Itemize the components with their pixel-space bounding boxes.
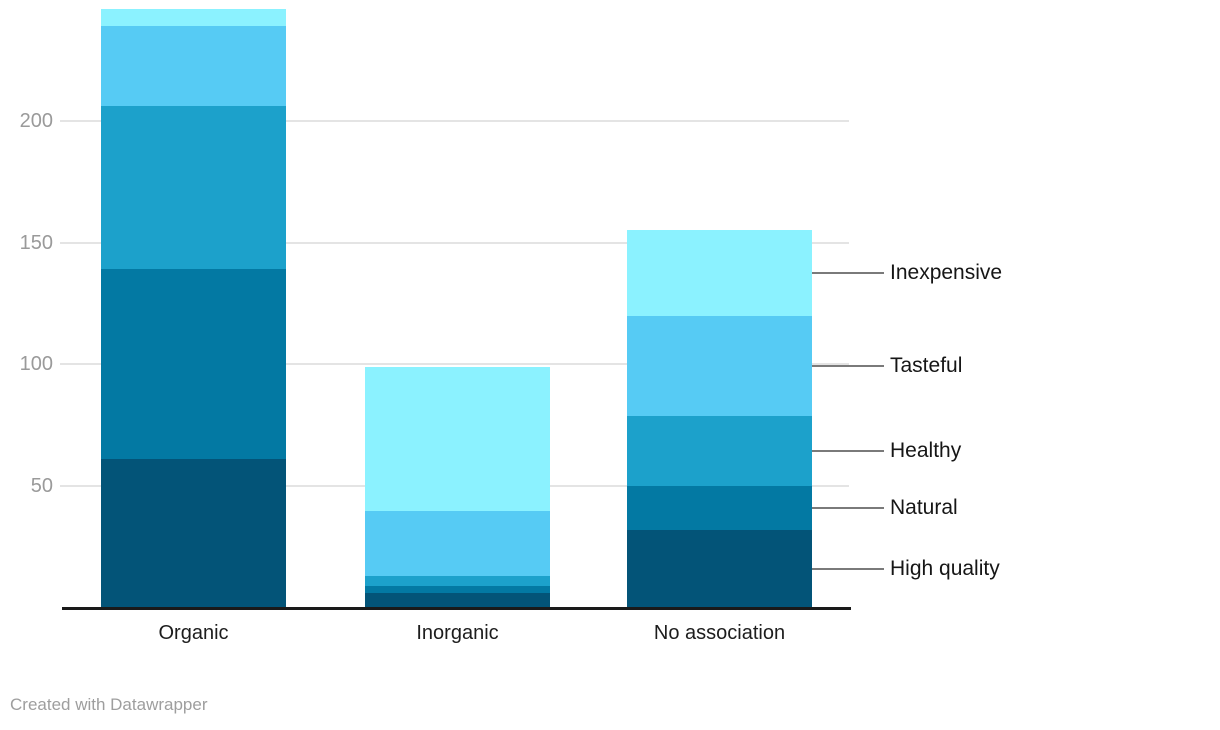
leader-line-high-quality [812,568,884,571]
series-label-natural: Natural [890,496,958,520]
y-axis-tick-label-150: 150 [19,231,53,254]
series-label-tasteful: Tasteful [890,353,963,377]
bar-inorganic [365,366,550,608]
bar-segment-no-association-high-quality[interactable] [627,530,812,608]
series-label-inexpensive: Inexpensive [890,261,1003,285]
bar-segment-no-association-healthy[interactable] [627,415,812,487]
gridline-200 [60,119,849,122]
bar-segment-inorganic-healthy[interactable] [365,576,550,587]
bar-segment-organic-natural[interactable] [101,269,286,460]
bar-segment-organic-high-quality[interactable] [101,459,286,608]
bar-segment-no-association-tasteful[interactable] [627,315,812,416]
bar-segment-inorganic-inexpensive[interactable] [365,366,550,511]
category-label-organic: Organic [158,622,229,644]
y-axis-tick-label-50: 50 [30,475,53,498]
bar-segment-inorganic-high-quality[interactable] [365,593,550,608]
bar-segment-inorganic-natural[interactable] [365,586,550,594]
leader-line-healthy [812,449,884,452]
category-label-no-association: No association [653,622,786,644]
y-axis-tick-label-100: 100 [19,353,53,376]
leader-line-tasteful [812,364,884,367]
category-label-inorganic: Inorganic [416,622,499,644]
bar-segment-no-association-natural[interactable] [627,486,812,531]
bar-segment-inorganic-tasteful[interactable] [365,510,550,577]
bar-segment-no-association-inexpensive[interactable] [627,230,812,316]
bar-segment-organic-tasteful[interactable] [101,25,286,107]
series-label-high-quality: High quality [890,557,1000,581]
datawrapper-credit-link[interactable]: Created with Datawrapper [10,695,208,714]
x-axis-line [62,607,851,610]
bar-segment-organic-inexpensive[interactable] [101,8,286,26]
leader-line-natural [812,507,884,510]
gridline-100 [60,363,849,366]
leader-line-inexpensive [812,272,884,275]
gridline-150 [60,241,849,244]
y-axis-tick-label-200: 200 [19,109,53,132]
bar-segment-organic-healthy[interactable] [101,106,286,270]
bar-organic [101,8,286,608]
bar-no-association [627,230,812,608]
series-label-healthy: Healthy [890,438,962,462]
